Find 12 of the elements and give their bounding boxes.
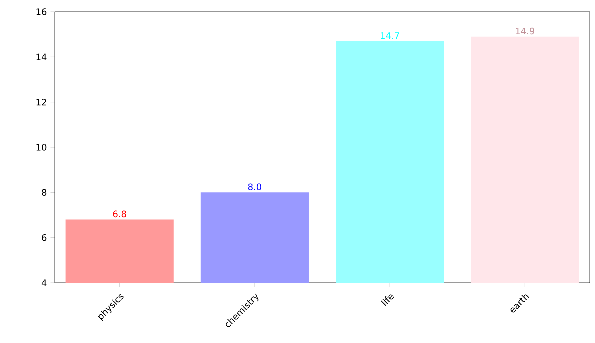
y-tick-label: 10: [36, 144, 47, 151]
x-tick-label: life: [381, 294, 394, 306]
data-label: 8.0: [248, 184, 262, 190]
data-label: 14.9: [516, 28, 535, 35]
data-label: 6.8: [113, 210, 126, 218]
y-tick-label: 12: [36, 99, 46, 106]
y-tick-label: 14: [36, 54, 47, 60]
data-label: 14.7: [381, 32, 400, 40]
y-tick-label: 8: [42, 189, 47, 196]
y-tick-label: 16: [36, 8, 47, 16]
y-tick-label: 6: [42, 234, 47, 242]
y-tick-label: 4: [42, 280, 47, 286]
